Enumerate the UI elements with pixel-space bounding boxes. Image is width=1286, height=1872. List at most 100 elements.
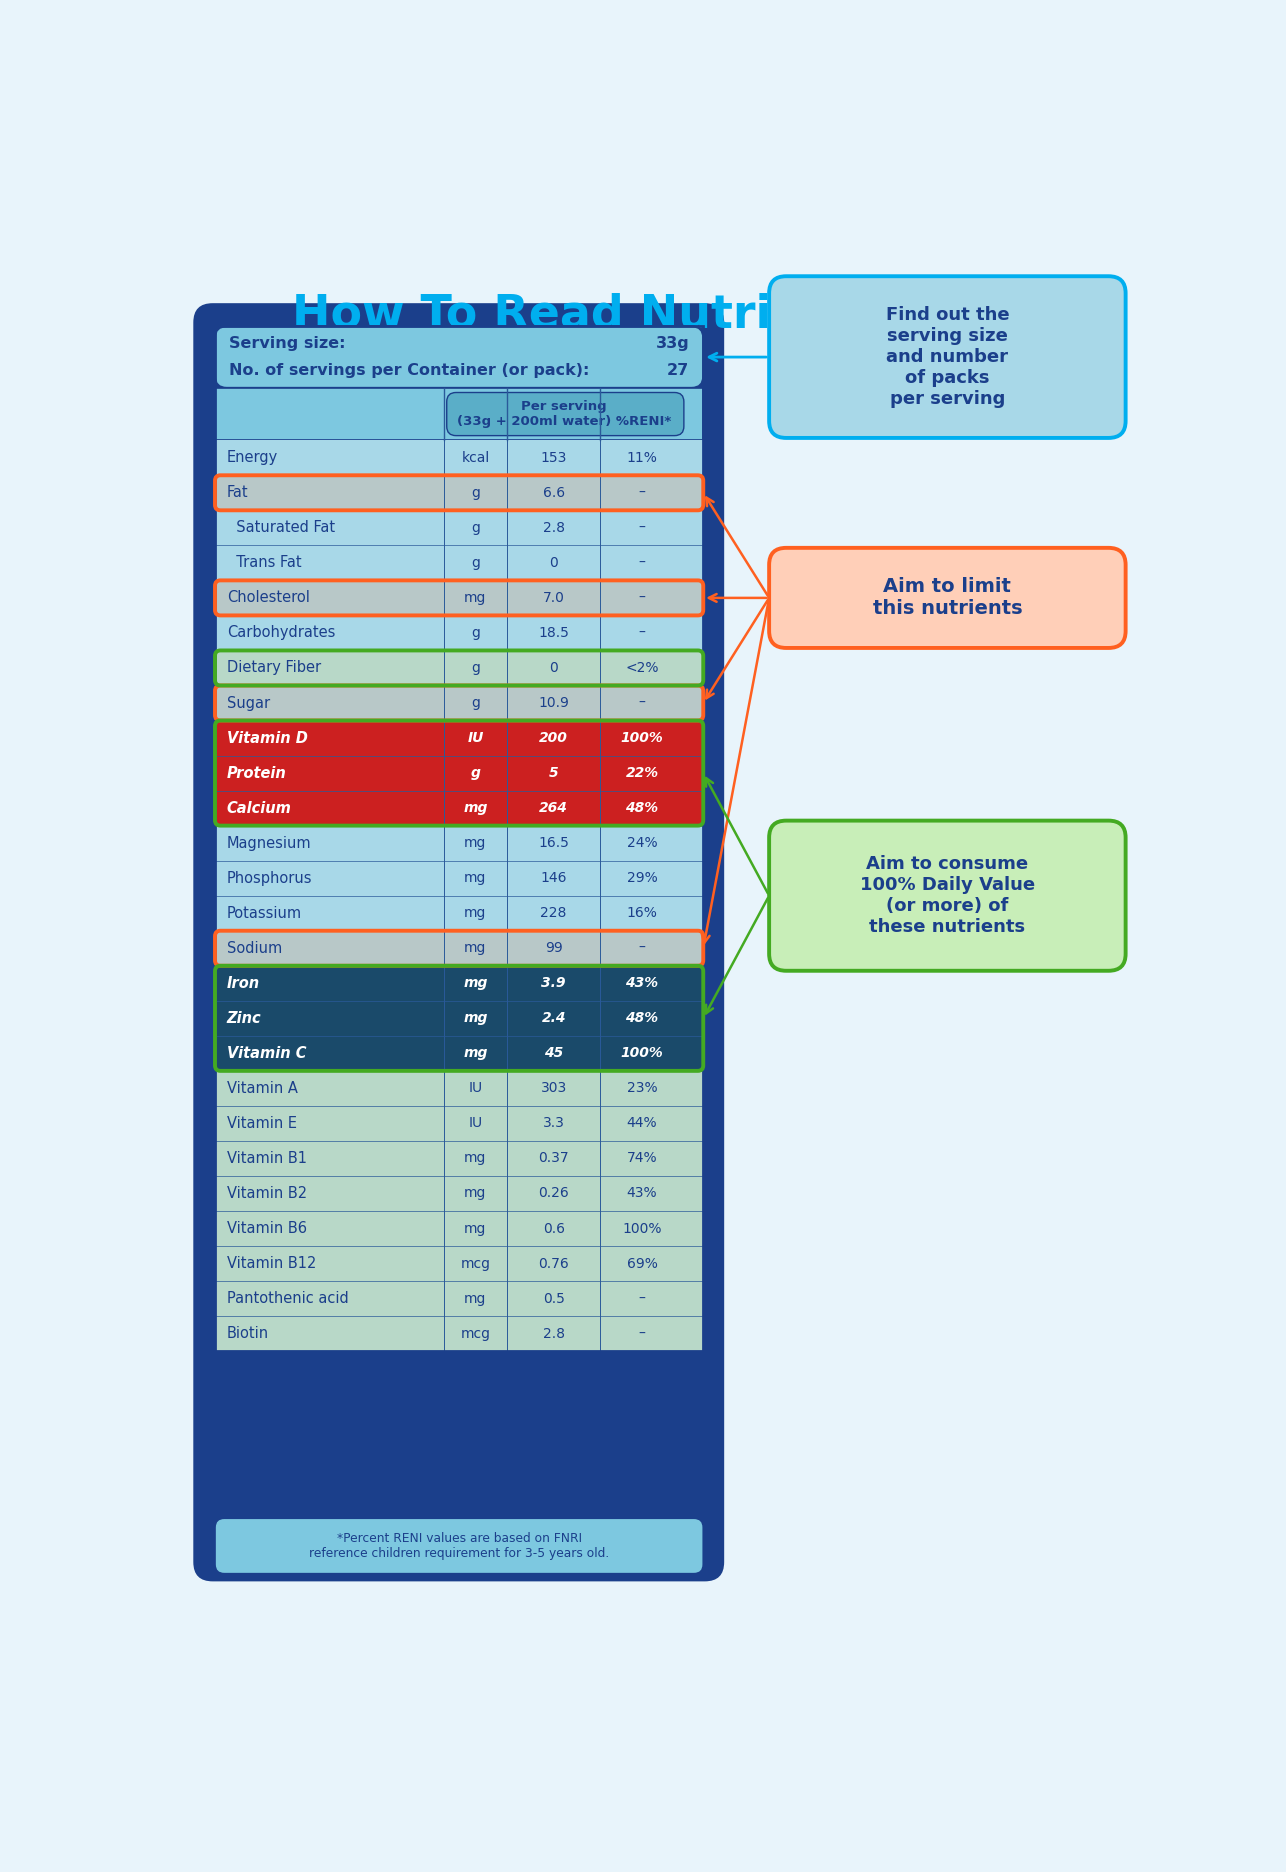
FancyBboxPatch shape [769,277,1125,438]
Text: 0: 0 [549,556,558,569]
Text: Fat: Fat [226,485,248,500]
Text: 99: 99 [545,942,562,955]
Bar [215,326,703,1352]
Bar [215,650,703,685]
Text: 2.8: 2.8 [543,1327,565,1340]
Text: Carbohydrates: Carbohydrates [226,625,334,640]
Text: Vitamin A: Vitamin A [226,1080,297,1095]
Text: 27: 27 [667,363,689,378]
Text: Potassium: Potassium [226,906,302,921]
Text: Aim to limit
this nutrients: Aim to limit this nutrients [873,577,1022,618]
Text: 23%: 23% [626,1082,657,1095]
Text: Per serving
(33g + 200ml water) %RENI*: Per serving (33g + 200ml water) %RENI* [457,401,671,429]
Text: How To Read Nutrition Facts: How To Read Nutrition Facts [292,292,1026,337]
Text: 100%: 100% [621,1046,664,1060]
Text: –: – [639,942,646,955]
Text: Magnesium: Magnesium [226,835,311,850]
Text: 11%: 11% [626,451,657,464]
Bar [215,1280,703,1316]
Text: mg: mg [463,1046,487,1060]
Text: 74%: 74% [626,1151,657,1166]
Bar [215,1140,703,1176]
Text: Pantothenic acid: Pantothenic acid [226,1292,349,1307]
Bar [215,1247,703,1280]
Text: 22%: 22% [625,766,658,781]
Bar [215,1211,703,1247]
FancyBboxPatch shape [446,393,684,436]
Text: IU: IU [467,732,484,745]
Text: 200: 200 [539,732,568,745]
FancyBboxPatch shape [215,1518,703,1574]
Bar [215,1176,703,1211]
Text: –: – [639,520,646,535]
Text: 29%: 29% [626,870,657,885]
Text: g: g [471,696,480,709]
FancyBboxPatch shape [769,548,1125,648]
Text: *Percent RENI values are based on FNRI
reference children requirement for 3-5 ye: *Percent RENI values are based on FNRI r… [309,1531,610,1559]
Text: 44%: 44% [626,1116,657,1131]
Text: 18.5: 18.5 [539,625,570,640]
Text: Serving size:: Serving size: [229,337,346,352]
Text: No. of servings per Container (or pack):: No. of servings per Container (or pack): [229,363,589,378]
Text: 146: 146 [540,870,567,885]
Text: mg: mg [464,906,486,921]
Text: mg: mg [463,801,487,814]
Text: Sugar: Sugar [226,696,270,711]
Text: 0.76: 0.76 [539,1256,568,1271]
Text: Iron: Iron [226,975,260,990]
FancyBboxPatch shape [193,303,724,1582]
Text: –: – [639,592,646,605]
Text: mg: mg [464,1187,486,1200]
Text: 0.37: 0.37 [539,1151,568,1166]
Text: Energy: Energy [226,451,278,466]
Bar [215,580,703,616]
Text: 100%: 100% [621,732,664,745]
Text: mg: mg [464,1151,486,1166]
Text: mg: mg [464,1222,486,1236]
Text: 2.8: 2.8 [543,520,565,535]
Text: 0.6: 0.6 [543,1222,565,1236]
Text: Phosphorus: Phosphorus [226,870,312,885]
Text: 3.9: 3.9 [541,977,566,990]
Text: Find out the
serving size
and number
of packs
per serving: Find out the serving size and number of … [886,307,1010,408]
Bar [215,545,703,580]
Text: –: – [639,487,646,500]
Bar [215,475,703,511]
Text: Sodium: Sodium [226,942,282,957]
Bar [215,1071,703,1106]
Text: 2.4: 2.4 [541,1011,566,1026]
Text: Protein: Protein [226,766,287,781]
Bar [215,1316,703,1352]
Text: 24%: 24% [626,837,657,850]
Bar [215,790,703,826]
Bar [215,1035,703,1071]
Text: IU: IU [468,1082,482,1095]
Text: 33g: 33g [656,337,689,352]
Text: IU: IU [468,1116,482,1131]
Bar [215,388,703,440]
Text: 5: 5 [549,766,558,781]
Text: g: g [471,556,480,569]
Text: Trans Fat: Trans Fat [226,556,301,571]
Text: –: – [639,1327,646,1340]
Text: g: g [471,766,481,781]
Text: kcal: kcal [462,451,490,464]
Bar [215,966,703,1002]
Text: Vitamin B6: Vitamin B6 [226,1221,306,1236]
Text: mg: mg [464,592,486,605]
Bar [215,826,703,861]
Text: 48%: 48% [625,801,658,814]
Text: mcg: mcg [460,1256,490,1271]
Text: mg: mg [464,870,486,885]
Text: 100%: 100% [622,1222,662,1236]
Text: 10.9: 10.9 [539,696,570,709]
FancyBboxPatch shape [769,820,1125,972]
Bar [215,1106,703,1140]
Text: Vitamin B12: Vitamin B12 [226,1256,316,1271]
Text: Cholesterol: Cholesterol [226,590,310,605]
Bar [215,511,703,545]
Bar [215,895,703,930]
Text: 3.3: 3.3 [543,1116,565,1131]
Text: –: – [639,556,646,569]
Text: 0.5: 0.5 [543,1292,565,1305]
